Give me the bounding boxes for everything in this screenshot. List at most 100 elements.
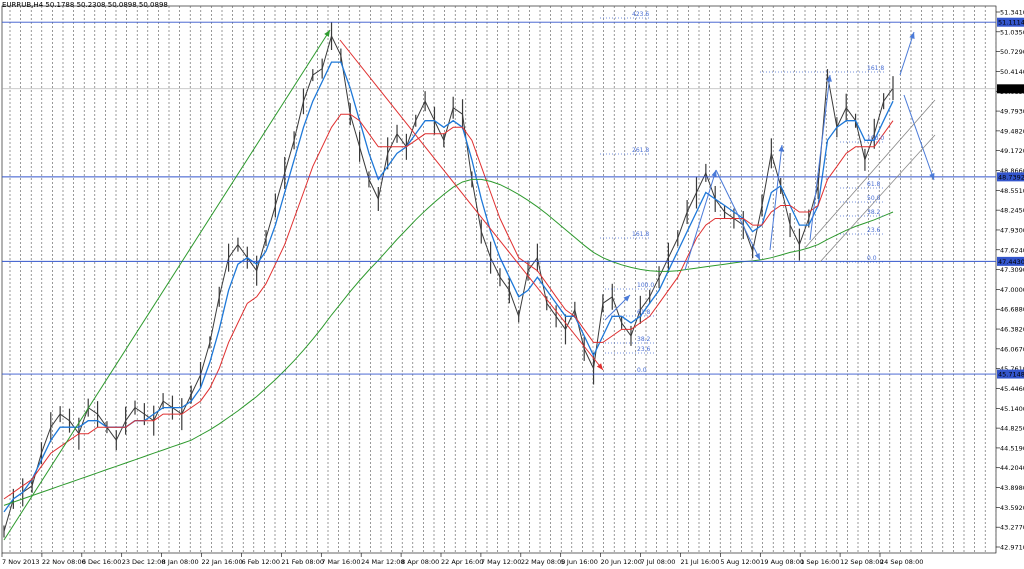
y-tick-label: 45.7610 xyxy=(1000,365,1024,373)
arrow-blue-2 xyxy=(715,169,761,261)
arrow-blue-4-head xyxy=(826,75,832,82)
level-label-bg xyxy=(997,17,1024,27)
x-tick-label: 7 Jul 08:00 xyxy=(641,558,676,566)
y-tick-label: 50.7290 xyxy=(1000,48,1024,56)
arrow-blue-1-head xyxy=(711,170,717,177)
fib-label: 61.8 xyxy=(867,181,881,188)
fib-label: 0.0 xyxy=(637,367,647,374)
y-tick-label: 48.8660 xyxy=(1000,167,1024,175)
y-tick-label: 44.5190 xyxy=(1000,444,1024,452)
y-tick-label: 43.8980 xyxy=(1000,484,1024,492)
fib-label: 261.8 xyxy=(632,147,649,154)
level-label-bg xyxy=(997,172,1024,182)
x-tick-label: 21 Jul 16:00 xyxy=(680,558,719,566)
arrow-up-green xyxy=(3,29,331,541)
x-tick-label: 7 Mar 16:00 xyxy=(321,558,360,566)
x-tick-label: 22 Apr 16:00 xyxy=(441,558,483,566)
y-tick-label: 49.1720 xyxy=(1000,147,1024,155)
x-tick-label: 7 May 12:00 xyxy=(481,558,521,566)
chart-header: EURRUB,H4 50.1788 50.2308 50.0898 50.089… xyxy=(2,1,168,9)
fib-label: 23.6 xyxy=(867,227,881,234)
x-tick-label: 6 Feb 12:00 xyxy=(241,558,280,566)
fib-label: 423.6 xyxy=(632,11,649,18)
arrow-down-red-head xyxy=(596,363,603,370)
fib-label: 161.8 xyxy=(632,231,649,238)
level-label: 51.1114 xyxy=(998,19,1024,27)
level-label-bg xyxy=(997,369,1024,379)
current-price-bg xyxy=(997,84,1024,94)
x-tick-label: 12 Sep 08:00 xyxy=(840,558,883,566)
y-tick-label: 43.5920 xyxy=(1000,504,1024,512)
y-tick-label: 43.2770 xyxy=(1000,524,1024,532)
y-tick-label: 45.1400 xyxy=(1000,405,1024,413)
x-tick-label: 8 Jan 08:00 xyxy=(162,558,199,566)
current-price-label: 50.0898 xyxy=(998,85,1024,93)
arrow-up-blue-head xyxy=(909,32,915,39)
y-tick-label: 48.5510 xyxy=(1000,187,1024,195)
x-tick-label: 24 Mar 12:00 xyxy=(361,558,404,566)
y-tick-label: 47.3090 xyxy=(1000,266,1024,274)
y-tick-label: 46.0670 xyxy=(1000,345,1024,353)
x-tick-label: 5 Jun 16:00 xyxy=(561,558,598,566)
fib-label: 38.2 xyxy=(637,336,651,343)
arrow-blue-3 xyxy=(769,144,783,251)
fib-label: 161.8 xyxy=(867,65,884,72)
arrow-up-green-head xyxy=(324,30,330,37)
x-tick-label: 22 Nov 08:00 xyxy=(42,558,86,566)
y-tick-label: 46.6880 xyxy=(1000,306,1024,314)
y-tick-label: 51.0350 xyxy=(1000,28,1024,36)
ma-fast-series xyxy=(3,61,894,513)
ohlc-label: 50.1788 50.2308 50.0898 50.0898 xyxy=(45,1,168,9)
y-tick-label: 47.0000 xyxy=(1000,286,1024,294)
arrow-blue-1 xyxy=(684,169,717,271)
y-tick-label: 50.4140 xyxy=(1000,68,1024,76)
x-tick-label: 5 Aug 12:00 xyxy=(720,558,760,566)
y-tick-label: 48.2450 xyxy=(1000,207,1024,215)
x-tick-label: 6 Dec 16:00 xyxy=(82,558,122,566)
arrow-down-blue xyxy=(903,94,935,181)
x-tick-label: 1 Sep 16:00 xyxy=(800,558,839,566)
symbol-label: EURRUB,H4 xyxy=(2,1,44,9)
level-label-bg xyxy=(997,256,1024,266)
y-tick-label: 44.8250 xyxy=(1000,425,1024,433)
fib-label: 38.2 xyxy=(867,209,881,216)
x-tick-label: 22 Jan 16:00 xyxy=(202,558,243,566)
y-tick-label: 51.3410 xyxy=(1000,9,1024,17)
x-tick-label: 22 May 08:00 xyxy=(521,558,566,566)
y-tick-label: 47.9300 xyxy=(1000,226,1024,234)
x-tick-label: 20 Jun 12:00 xyxy=(601,558,642,566)
channel-line xyxy=(804,99,936,249)
ma-mid-series xyxy=(3,113,894,500)
y-tick-label: 42.9710 xyxy=(1000,544,1024,552)
x-tick-label: 24 Sep 08:00 xyxy=(880,558,923,566)
fib-label: 100.0 xyxy=(867,135,884,142)
arrow-blue-3-head xyxy=(778,145,784,152)
arrow-blue-4 xyxy=(809,74,831,241)
fib-label: 61.8 xyxy=(637,309,651,316)
x-tick-label: 7 Nov 2013 xyxy=(2,558,40,566)
y-tick-label: 46.3820 xyxy=(1000,326,1024,334)
fib-label: 50.0 xyxy=(867,195,881,202)
arrow-down-red xyxy=(339,39,604,371)
y-tick-label: 45.4460 xyxy=(1000,385,1024,393)
fib-label: 0.0 xyxy=(867,255,877,262)
y-tick-label: 49.4820 xyxy=(1000,127,1024,135)
channel-line xyxy=(819,134,936,263)
level-label: 45.7148 xyxy=(998,371,1024,379)
plot-frame xyxy=(1,5,997,554)
x-tick-label: 23 Dec 12:00 xyxy=(122,558,166,566)
level-label: 47.4430 xyxy=(998,258,1024,266)
arrow-blue-5-head xyxy=(623,295,630,302)
x-tick-label: 19 Aug 08:00 xyxy=(760,558,804,566)
y-tick-label: 49.7930 xyxy=(1000,108,1024,116)
fib-label: 23.6 xyxy=(637,346,651,353)
y-tick-label: 44.2040 xyxy=(1000,464,1024,472)
y-tick-label: 47.6240 xyxy=(1000,246,1024,254)
arrow-blue-2-head xyxy=(754,253,760,260)
arrow-down-blue-head xyxy=(929,173,935,180)
level-label: 48.7392 xyxy=(998,173,1024,181)
x-tick-label: 8 Apr 08:00 xyxy=(401,558,439,566)
arrow-up-blue xyxy=(899,31,915,76)
x-tick-label: 21 Feb 08:00 xyxy=(281,558,324,566)
